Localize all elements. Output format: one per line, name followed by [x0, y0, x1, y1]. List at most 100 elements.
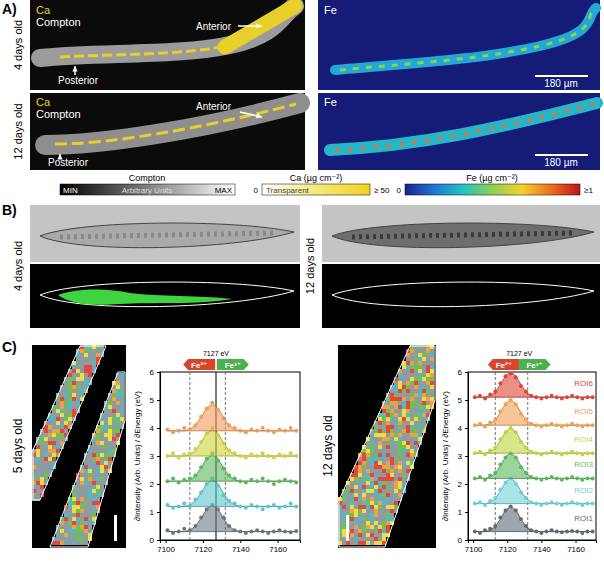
map-pixel [108, 449, 112, 453]
data-point [473, 476, 477, 480]
map-pixel [88, 509, 92, 513]
map-pixel [414, 445, 418, 449]
data-point [272, 482, 276, 486]
data-point [188, 528, 192, 532]
data-point [570, 394, 574, 398]
map-pixel [116, 425, 120, 429]
map-pixel [362, 525, 366, 529]
map-pixel [44, 433, 48, 437]
map-pixel [88, 473, 92, 477]
map-pixel [88, 357, 92, 361]
data-point [524, 496, 528, 500]
map-pixel [378, 437, 382, 441]
data-point [591, 530, 595, 534]
map-pixel [386, 413, 390, 417]
data-point [199, 465, 203, 469]
map-pixel [48, 425, 52, 429]
row-label: 12 days old [12, 103, 24, 159]
map-pixel [358, 505, 362, 509]
map-pixel [414, 369, 418, 373]
series-label: ROI5 [574, 407, 593, 416]
map-pixel [116, 381, 120, 385]
map-pixel [40, 481, 44, 485]
annotation: 7127 eV [506, 350, 532, 357]
map-pixel [116, 413, 120, 417]
map-pixel [398, 473, 402, 477]
map-pixel [358, 489, 362, 493]
map-pixel [382, 513, 386, 517]
map-pixel [354, 473, 358, 477]
map-pixel [56, 421, 60, 425]
data-point [283, 530, 287, 534]
y-tick: 1 [150, 508, 160, 517]
map-pixel [48, 437, 52, 441]
map-pixel [116, 389, 120, 393]
map-background [32, 345, 126, 548]
map-pixel [406, 469, 410, 473]
map-pixel [418, 397, 422, 401]
map-pixel [390, 513, 394, 517]
map-pixel [76, 389, 80, 393]
map-pixel [76, 385, 80, 389]
data-point [519, 412, 523, 416]
element-label: Ca [36, 4, 51, 16]
map-pixel [76, 525, 80, 529]
map-pixel [342, 501, 346, 505]
map-pixel [382, 497, 386, 501]
map-pixel [430, 361, 434, 365]
map-pixel [414, 413, 418, 417]
map-pixel [40, 441, 44, 445]
map-pixel [410, 417, 414, 421]
map-pixel [406, 385, 410, 389]
map-pixel [88, 485, 92, 489]
map-pixel [402, 409, 406, 413]
map-pixel [390, 469, 394, 473]
data-point [255, 429, 259, 433]
data-point [272, 430, 276, 434]
element-label: Ca [36, 96, 51, 108]
map-pixel [96, 473, 100, 477]
map-pixel [366, 525, 370, 529]
panel-b: B)4 days old12 days old [2, 202, 600, 328]
map-pixel [64, 389, 68, 393]
map-pixel [104, 465, 108, 469]
map-pixel [382, 505, 386, 509]
data-point [205, 406, 209, 410]
arrow-head [72, 66, 77, 71]
x-tick-mark [576, 540, 577, 543]
map-pixel [418, 357, 422, 361]
map-pixel [386, 401, 390, 405]
data-point [575, 502, 579, 506]
map-pixel [68, 377, 72, 381]
map-pixel [60, 417, 64, 421]
map-pixel [60, 421, 64, 425]
colorbar-max: ≥ 50 [374, 186, 390, 195]
data-point [261, 476, 265, 480]
map-pixel [422, 421, 426, 425]
data-point [261, 426, 265, 430]
data-point [473, 395, 477, 399]
data-point [519, 384, 523, 388]
fit-peak [167, 404, 296, 431]
data-point [193, 423, 197, 427]
map-pixel [104, 457, 108, 461]
map-pixel [414, 361, 418, 365]
contrast-label: Compton [36, 108, 81, 120]
data-point [483, 453, 487, 457]
map-pixel [394, 465, 398, 469]
map-pixel [370, 537, 374, 541]
chart: 71007120714071600123456∂Intensity (Arb. … [441, 350, 597, 554]
map-pixel [92, 469, 96, 473]
map-pixel [100, 473, 104, 477]
map-pixel [406, 397, 410, 401]
map-pixel [88, 497, 92, 501]
map-pixel [104, 445, 108, 449]
roi-outline [50, 372, 125, 547]
map-pixel [354, 537, 358, 541]
map-pixel [104, 433, 108, 437]
map-pixel [112, 425, 116, 429]
map-pixel [72, 509, 76, 513]
data-point [249, 503, 253, 507]
map-pixel [68, 401, 72, 405]
data-point [266, 429, 270, 433]
